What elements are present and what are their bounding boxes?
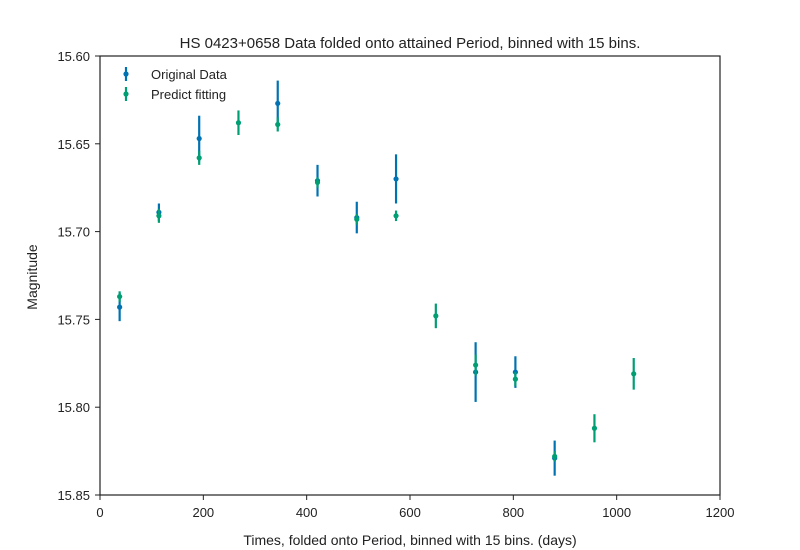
plot-frame: [99, 55, 721, 496]
data-point: [354, 216, 360, 222]
y-tick-label: 15.85: [57, 488, 90, 503]
y-axis-label: Magnitude: [24, 244, 40, 310]
plot-area: [117, 80, 637, 476]
x-tick-label: 1000: [602, 505, 631, 520]
x-tick-label: 800: [502, 505, 524, 520]
series-predict-fitting: [117, 110, 637, 462]
legend: Original Data Predict fitting: [123, 67, 228, 102]
data-point: [196, 155, 202, 161]
data-point: [196, 135, 202, 142]
data-point: [117, 293, 123, 300]
x-tick-label: 0: [96, 505, 103, 520]
data-point: [117, 304, 123, 310]
legend-label: Predict fitting: [151, 87, 226, 102]
legend-marker: [123, 91, 129, 97]
data-point: [631, 371, 637, 377]
x-axis-label: Times, folded onto Period, binned with 1…: [243, 532, 576, 548]
x-tick-label: 200: [192, 505, 214, 520]
data-point: [314, 179, 321, 186]
y-tick-label: 15.60: [57, 49, 90, 64]
data-point: [156, 213, 162, 219]
data-point: [473, 362, 479, 368]
data-point: [591, 425, 598, 431]
x-tick-label: 600: [399, 505, 421, 520]
x-tick-label: 400: [296, 505, 318, 520]
data-point: [275, 121, 281, 128]
y-axis: 15.60 15.65 15.70 15.75 15.80 15.85: [57, 49, 100, 503]
data-point: [512, 376, 519, 382]
x-tick-label: 1200: [706, 505, 735, 520]
y-tick-label: 15.65: [57, 137, 90, 152]
series-original-data: [117, 80, 558, 476]
legend-label: Original Data: [151, 67, 228, 82]
data-point: [393, 213, 399, 219]
data-point: [275, 100, 281, 107]
data-point: [235, 120, 242, 126]
chart-title: HS 0423+0658 Data folded onto attained P…: [180, 35, 641, 52]
y-tick-label: 15.75: [57, 312, 90, 327]
legend-marker: [123, 71, 129, 77]
data-point: [433, 313, 439, 319]
data-point: [393, 176, 399, 182]
x-axis: 0 200 400 600 800 1000 1200: [96, 495, 734, 520]
y-tick-label: 15.80: [57, 400, 90, 415]
data-point: [552, 453, 558, 459]
y-tick-label: 15.70: [57, 225, 90, 240]
